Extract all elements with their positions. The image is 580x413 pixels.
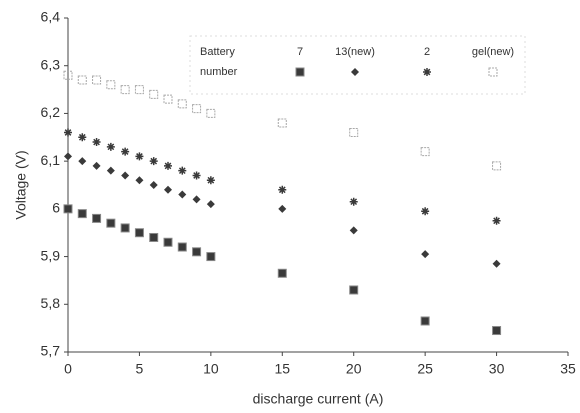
legend-label: gel(new)	[472, 46, 514, 58]
marker	[178, 190, 187, 199]
legend-marker	[351, 68, 359, 76]
marker	[149, 89, 159, 99]
marker	[192, 247, 202, 257]
y-tick-label: 6,3	[41, 56, 61, 72]
legend-title: Battery	[200, 46, 235, 58]
marker	[120, 85, 130, 95]
y-tick-label: 5,8	[41, 295, 61, 311]
marker	[492, 259, 501, 268]
marker	[349, 197, 358, 206]
marker	[149, 157, 158, 166]
marker	[134, 85, 144, 95]
marker	[492, 216, 501, 225]
y-tick-label: 6,4	[41, 9, 61, 25]
marker	[64, 152, 72, 161]
marker	[92, 161, 101, 170]
marker	[206, 200, 215, 209]
marker	[135, 176, 144, 185]
marker	[164, 161, 172, 170]
marker	[63, 204, 73, 214]
x-tick-label: 20	[346, 361, 362, 377]
marker	[421, 250, 430, 259]
y-tick-label: 6,2	[41, 104, 61, 120]
marker	[120, 223, 130, 233]
legend-label: 2	[424, 46, 430, 58]
y-tick-label: 6	[52, 200, 60, 216]
marker	[420, 316, 430, 326]
marker	[106, 166, 115, 175]
legend-title: number	[200, 66, 238, 78]
marker	[349, 226, 358, 235]
marker	[92, 75, 102, 85]
marker	[92, 213, 102, 223]
legend-label: 13(new)	[335, 46, 375, 58]
marker	[492, 326, 502, 336]
marker	[121, 147, 130, 156]
marker	[106, 80, 116, 90]
y-tick-label: 5,7	[41, 343, 61, 359]
x-tick-label: 10	[203, 361, 219, 377]
marker	[78, 157, 87, 166]
legend-marker	[423, 68, 431, 76]
marker	[177, 99, 187, 109]
y-axis-label: Voltage (V)	[13, 150, 29, 219]
legend-label: 7	[297, 46, 303, 58]
marker	[135, 152, 144, 161]
marker	[106, 218, 116, 228]
marker	[134, 228, 144, 238]
x-tick-label: 30	[489, 361, 505, 377]
marker	[106, 142, 115, 151]
y-tick-label: 6,1	[41, 152, 61, 168]
marker	[349, 285, 359, 295]
legend-marker	[488, 67, 498, 77]
marker	[78, 133, 87, 142]
marker	[206, 108, 216, 118]
marker	[192, 171, 201, 180]
marker	[92, 138, 101, 147]
marker	[277, 268, 287, 278]
x-tick-label: 0	[64, 361, 72, 377]
marker	[121, 171, 130, 180]
marker	[278, 185, 287, 194]
marker	[163, 94, 173, 104]
x-tick-label: 35	[560, 361, 576, 377]
y-tick-label: 5,9	[41, 247, 61, 263]
x-tick-label: 15	[274, 361, 290, 377]
marker	[77, 209, 87, 219]
marker	[149, 232, 159, 242]
marker	[492, 161, 502, 171]
marker	[163, 237, 173, 247]
marker	[178, 166, 187, 175]
legend-marker	[295, 67, 305, 77]
marker	[420, 147, 430, 157]
marker	[192, 195, 201, 204]
x-tick-label: 25	[417, 361, 433, 377]
marker	[77, 75, 87, 85]
marker	[149, 181, 158, 189]
marker	[349, 128, 359, 138]
x-axis-label: discharge current (A)	[253, 391, 384, 407]
marker	[277, 118, 287, 128]
legend-box	[189, 35, 526, 95]
marker	[164, 185, 172, 194]
marker	[192, 104, 202, 114]
marker	[278, 204, 287, 213]
x-tick-label: 5	[136, 361, 144, 377]
marker	[206, 176, 215, 185]
marker	[63, 70, 73, 80]
marker	[177, 242, 187, 252]
marker	[421, 207, 430, 216]
marker	[206, 252, 216, 262]
marker	[64, 128, 72, 137]
